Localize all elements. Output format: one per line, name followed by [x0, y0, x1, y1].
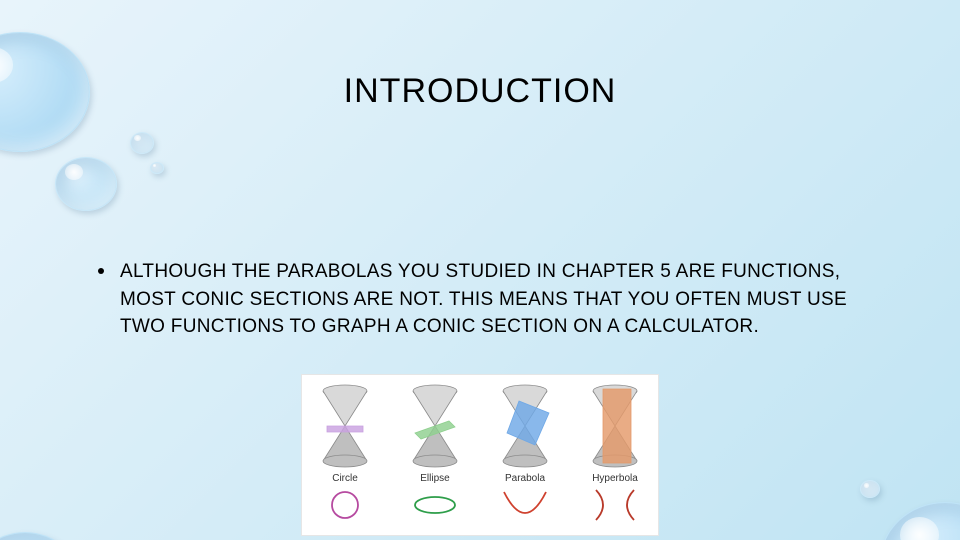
conic-curve-icon: [586, 486, 644, 529]
double-cone-icon: [315, 383, 375, 469]
conic-column-ellipse: Ellipse: [402, 383, 468, 529]
page-title: INTRODUCTION: [0, 72, 960, 111]
conic-curve-icon: [406, 486, 464, 529]
conic-curve-icon: [316, 486, 374, 529]
water-droplet: [150, 162, 164, 174]
bullet-marker: [98, 268, 104, 274]
bullet-paragraph: ALTHOUGH THE PARABOLAS YOU STUDIED IN CH…: [98, 258, 878, 341]
double-cone-icon: [405, 383, 465, 469]
water-droplet: [55, 157, 117, 211]
conic-curve-icon: [496, 486, 554, 529]
conic-label: Circle: [332, 473, 358, 484]
bullet-text: ALTHOUGH THE PARABOLAS YOU STUDIED IN CH…: [120, 258, 878, 341]
conic-column-parabola: Parabola: [492, 383, 558, 529]
conic-column-circle: Circle: [312, 383, 378, 529]
double-cone-icon: [585, 383, 645, 469]
conic-sections-figure: Circle Ellipse Parabola Hyperbola: [301, 374, 659, 536]
water-droplet: [860, 480, 880, 498]
water-droplet: [130, 132, 154, 154]
double-cone-icon: [495, 383, 555, 469]
water-droplet: [0, 32, 90, 152]
conic-label: Ellipse: [420, 473, 449, 484]
water-droplet: [0, 532, 80, 540]
conic-label: Parabola: [505, 473, 545, 484]
conic-label: Hyperbola: [592, 473, 638, 484]
conic-column-hyperbola: Hyperbola: [582, 383, 648, 529]
water-droplet: [880, 502, 960, 540]
